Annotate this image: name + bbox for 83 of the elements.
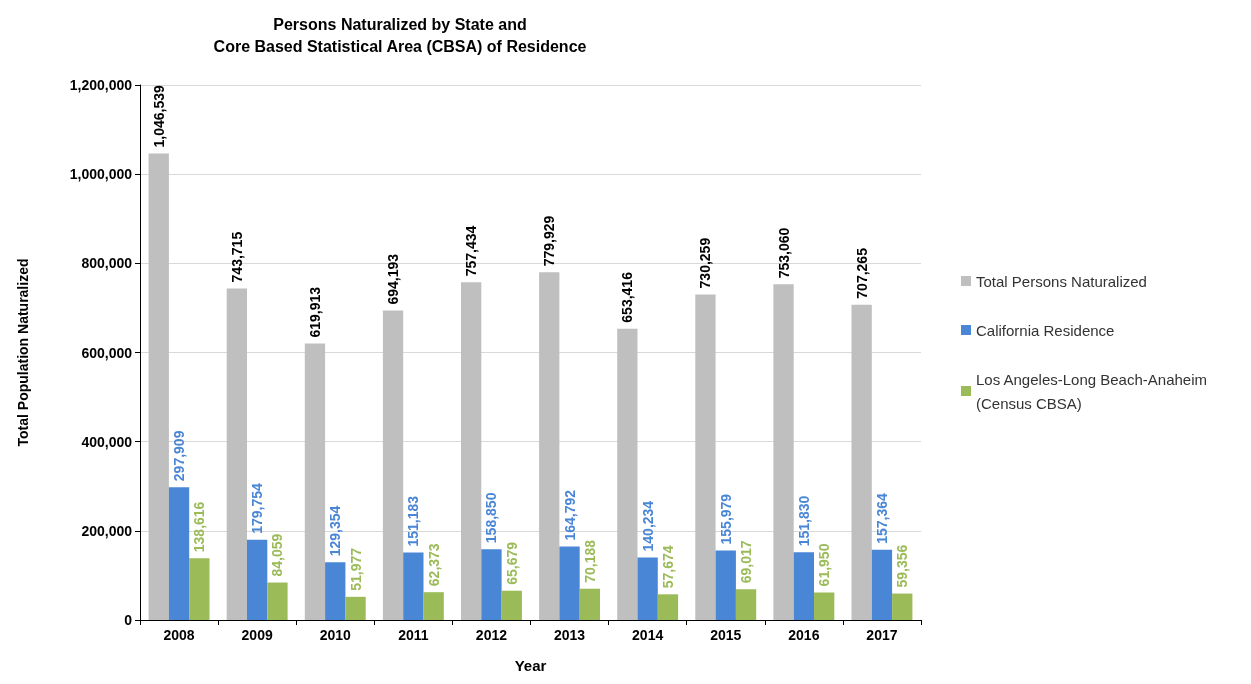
data-label: 297,909	[171, 430, 188, 482]
bar	[460, 282, 482, 620]
bar	[892, 593, 913, 620]
bar	[501, 590, 522, 620]
bar	[637, 557, 658, 620]
bar	[657, 594, 679, 620]
y-tick-label: 200,000	[81, 522, 133, 539]
y-tick-label: 1,000,000	[69, 166, 133, 183]
bar	[539, 272, 560, 620]
bar	[148, 153, 169, 620]
bar	[871, 549, 893, 620]
data-label: 1,046,539	[150, 84, 167, 148]
data-label: 84,059	[269, 533, 286, 577]
data-label: 69,017	[738, 540, 755, 584]
data-label: 140,234	[639, 500, 656, 552]
data-label: 619,913	[306, 286, 323, 338]
bar	[695, 294, 716, 620]
data-label: 151,830	[795, 495, 812, 547]
data-label: 65,679	[503, 541, 520, 585]
data-label: 51,977	[347, 547, 364, 591]
x-tick-label: 2009	[241, 627, 273, 643]
chart-title: Persons Naturalized by State and Core Based Statistical Area (CBSA) of Residence	[213, 15, 587, 55]
data-label: 129,354	[327, 505, 344, 557]
bar	[267, 582, 288, 620]
data-label: 151,183	[405, 495, 422, 547]
bar	[715, 550, 736, 620]
legend-label: Los Angeles-Long Beach-Anaheim (Census CBSA)	[976, 370, 1212, 412]
data-label: 62,373	[425, 543, 442, 587]
bar	[773, 284, 794, 620]
bar	[382, 310, 404, 620]
data-label: 158,850	[483, 492, 500, 544]
bar	[617, 328, 638, 620]
data-label: 57,674	[659, 545, 676, 589]
data-label: 757,434	[463, 225, 480, 277]
data-label: 155,979	[717, 493, 734, 545]
legend-label: California Residence	[976, 321, 1115, 339]
x-tick-label: 2013	[553, 627, 586, 643]
y-tick-label: 0	[124, 612, 133, 628]
y-tick-label: 400,000	[81, 433, 133, 450]
data-label: 753,060	[775, 227, 792, 279]
y-tick-label: 800,000	[81, 255, 133, 272]
x-tick-label: 2017	[866, 627, 898, 643]
bar	[247, 539, 268, 620]
y-tick-label: 600,000	[81, 344, 133, 361]
data-label: 730,259	[697, 237, 714, 289]
y-axis-title: Total Population Naturalized	[15, 258, 31, 447]
bar	[579, 588, 601, 620]
data-label: 138,616	[191, 501, 208, 553]
x-tick-label: 2008	[163, 627, 195, 643]
bar	[851, 304, 872, 620]
bar	[325, 562, 346, 620]
x-tick-label: 2014	[632, 627, 664, 643]
bar	[226, 288, 247, 620]
data-label: 157,364	[873, 493, 890, 544]
bar	[304, 343, 326, 620]
data-label: 779,929	[541, 215, 558, 267]
data-label: 61,950	[816, 543, 833, 587]
x-tick-label: 2015	[710, 627, 742, 643]
data-label: 743,715	[228, 231, 245, 283]
x-tick-label: 2011	[398, 627, 429, 643]
x-tick-label: 2012	[475, 627, 508, 643]
y-tick-label: 1,200,000	[69, 77, 133, 93]
bar	[345, 596, 366, 620]
bar	[793, 552, 814, 620]
data-label: 694,193	[385, 253, 402, 305]
x-tick-label: 2010	[319, 627, 352, 643]
data-label: 653,416	[619, 271, 636, 323]
bar	[168, 487, 190, 620]
bar	[559, 546, 580, 620]
data-label: 707,265	[853, 247, 870, 299]
bar	[423, 592, 444, 620]
data-label: 164,792	[561, 489, 578, 541]
bar	[189, 558, 210, 620]
bar	[403, 552, 424, 620]
bar	[481, 549, 502, 620]
x-axis-title: Year	[514, 657, 547, 674]
bar	[814, 592, 835, 620]
data-label: 70,188	[581, 539, 598, 583]
legend-label: Total Persons Naturalized	[976, 272, 1147, 290]
bar	[735, 589, 757, 620]
data-label: 59,356	[894, 544, 911, 588]
x-tick-label: 2016	[788, 627, 820, 643]
data-label: 179,754	[249, 483, 266, 534]
